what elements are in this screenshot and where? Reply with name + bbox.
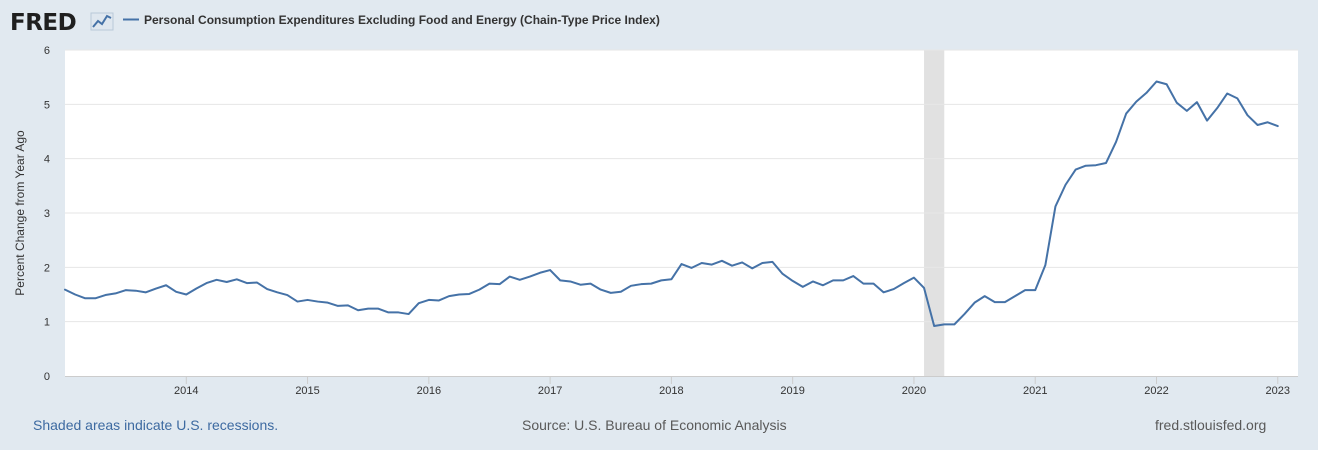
recession-note: Shaded areas indicate U.S. recessions. [33, 417, 279, 433]
y-tick-label-3: 3 [44, 208, 50, 220]
series-group [64, 80, 1279, 328]
x-tick-label-2019: 2019 [780, 385, 804, 397]
site-link[interactable]: fred.stlouisfed.org [1155, 417, 1267, 433]
x-tick-label-2018: 2018 [659, 385, 683, 397]
series-line-0 [64, 80, 1279, 328]
x-tick-label-2016: 2016 [417, 385, 441, 397]
x-tick-label-2020: 2020 [902, 385, 926, 397]
x-tick-label-2014: 2014 [174, 385, 198, 397]
y-tick-label-2: 2 [44, 262, 50, 274]
x-tick-label-2022: 2022 [1144, 385, 1168, 397]
legend: Personal Consumption Expenditures Exclud… [123, 13, 660, 27]
x-tick-label-2023: 2023 [1266, 385, 1290, 397]
fred-logo-graph-icon [90, 12, 114, 31]
source-note: Source: U.S. Bureau of Economic Analysis [522, 417, 787, 433]
gridlines-group [65, 49, 1298, 377]
x-ticks-group: 2014 2015 2016 2017 2018 2019 2020 2021 2022 2023 [174, 376, 1290, 397]
y-axis-title: Percent Change from Year Ago [13, 130, 27, 296]
fred-logo-text: FRED [10, 10, 76, 36]
x-tick-label-2021: 2021 [1023, 385, 1047, 397]
fred-logo[interactable]: FRED [10, 10, 114, 36]
x-tick-label-2017: 2017 [538, 385, 562, 397]
y-tick-label-0: 0 [44, 371, 50, 383]
y-tick-label-4: 4 [44, 154, 50, 166]
y-axis-group: 0 1 2 3 4 5 6 [44, 45, 50, 383]
y-tick-label-6: 6 [44, 45, 50, 57]
legend-series-name: Personal Consumption Expenditures Exclud… [144, 13, 660, 27]
x-tick-label-2015: 2015 [295, 385, 319, 397]
y-tick-label-1: 1 [44, 317, 50, 329]
y-tick-label-5: 5 [44, 99, 50, 111]
